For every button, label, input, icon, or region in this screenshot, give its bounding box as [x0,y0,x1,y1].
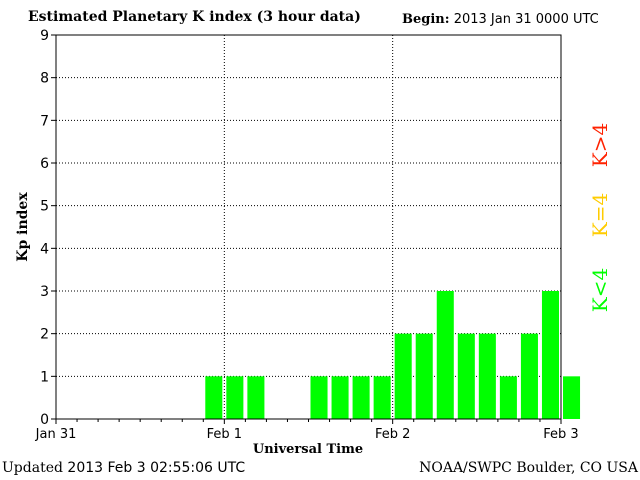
kp-bar [205,376,223,419]
begin-label: Begin: [402,12,450,27]
x-tick-label: Feb 3 [543,427,578,442]
updated-info: Updated 2013 Feb 3 02:55:06 UTC [2,460,245,476]
credit-text: NOAA/SWPC Boulder, CO USA [419,460,638,476]
y-axis-label: Kp index [15,192,31,262]
y-tick-label: 5 [40,199,49,215]
kp-bar [352,376,370,419]
kp-bar [373,376,391,419]
x-axis-ticks: Jan 31 Feb 1 Feb 2 Feb 3 [35,419,579,442]
kp-bar [247,376,265,419]
kp-bar [499,376,517,419]
y-tick-label: 0 [40,412,49,428]
kp-bar [457,333,475,419]
y-tick-label: 4 [40,241,49,257]
kp-bar [478,333,496,419]
y-tick-label: 2 [40,327,49,343]
begin-info: Begin: 2013 Jan 31 0000 UTC [402,12,599,27]
grid-lines [56,35,561,419]
updated-value: 2013 Feb 3 02:55:06 UTC [67,460,246,476]
y-tick-label: 3 [40,284,49,300]
y-tick-label: 6 [40,156,49,172]
y-tick-label: 8 [40,71,49,87]
kp-bar [541,291,559,419]
bars [205,291,581,419]
y-tick-label: 7 [40,113,49,129]
x-axis-label: Universal Time [253,442,363,457]
x-tick-label: Feb 2 [375,427,410,442]
legend-item: K=4 [588,193,612,237]
kp-bar [520,333,538,419]
kp-bar [394,333,412,419]
kp-bar [415,333,433,419]
legend: K>4 K=4 K<4 [588,123,612,312]
begin-value: 2013 Jan 31 0000 UTC [453,12,599,27]
legend-item: K>4 [588,123,612,167]
x-tick-label: Jan 31 [35,427,77,442]
y-tick-label: 9 [40,28,49,44]
y-axis-ticks: 0 1 2 3 4 5 6 7 8 9 [40,28,56,428]
kp-bar [310,376,328,419]
legend-item: K<4 [588,268,612,312]
chart-title: Estimated Planetary K index (3 hour data… [28,9,361,25]
updated-label: Updated [2,460,63,476]
y-tick-label: 1 [40,369,49,385]
kp-bar [563,376,581,419]
x-tick-label: Feb 1 [207,427,242,442]
kp-bar [436,291,454,419]
kp-bar [226,376,244,419]
kp-bar [331,376,349,419]
